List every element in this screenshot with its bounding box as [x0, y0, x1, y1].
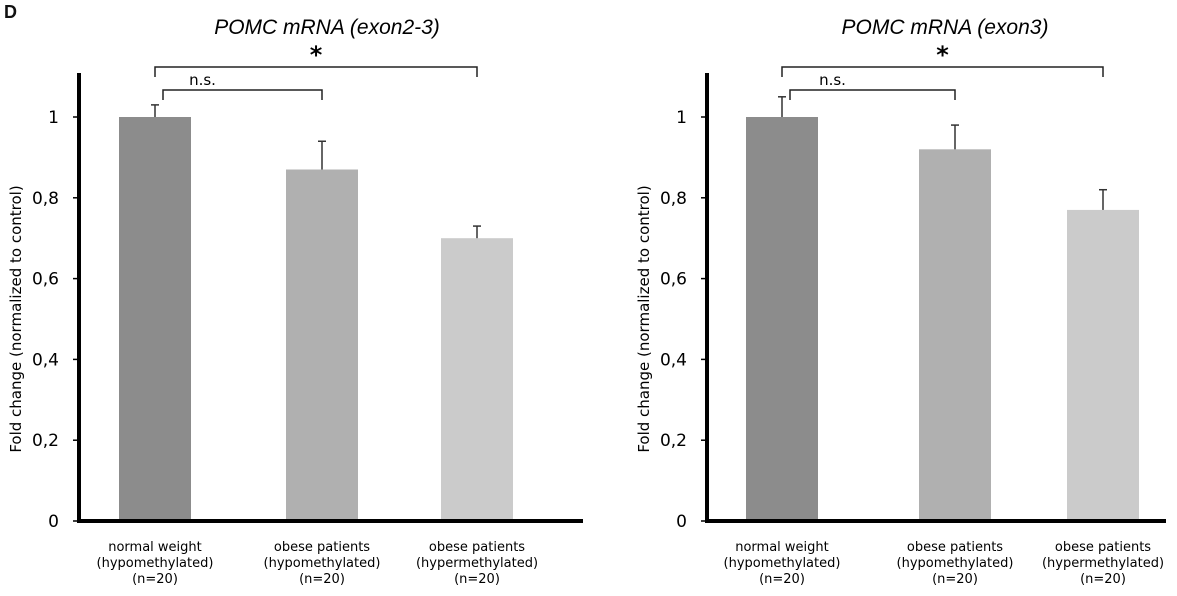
y-tick-label: 0,4 — [32, 350, 59, 370]
x-category-label: obese patients — [274, 540, 370, 555]
significance-label: n.s. — [819, 71, 846, 89]
bar — [119, 117, 191, 521]
y-tick-label: 0,6 — [660, 270, 687, 290]
x-category-label: (n=20) — [454, 572, 500, 587]
x-category-label: normal weight — [108, 540, 202, 555]
y-tick-label: 1 — [676, 108, 687, 128]
y-tick-label: 0 — [676, 512, 687, 532]
x-category-label: obese patients — [907, 540, 1003, 555]
significance-bracket — [781, 66, 1104, 77]
x-category-label: (hypomethylated) — [264, 556, 381, 571]
significance-label: * — [310, 41, 323, 69]
y-tick-label: 0,2 — [660, 431, 687, 451]
x-category-label: (hypomethylated) — [97, 556, 214, 571]
bar — [441, 238, 513, 521]
y-tick-label: 0,8 — [32, 189, 59, 209]
y-tick-label: 0,6 — [32, 270, 59, 290]
chart-title: POMC mRNA (exon2-3) — [214, 16, 440, 39]
x-category-label: normal weight — [735, 540, 829, 555]
y-tick-label: 0,4 — [660, 350, 687, 370]
bar — [1067, 209, 1139, 522]
x-category-label: (n=20) — [932, 572, 978, 587]
bar — [286, 169, 358, 521]
y-tick-label: 0,8 — [660, 189, 687, 209]
significance-bracket — [162, 89, 323, 100]
panel-label: D — [4, 2, 17, 22]
y-axis-label: Fold change (normalized to control) — [635, 185, 653, 452]
y-axis-label: Fold change (normalized to control) — [7, 185, 25, 452]
x-category-label: (hypermethylated) — [1042, 556, 1164, 571]
x-category-label: (n=20) — [299, 572, 345, 587]
significance-bracket — [154, 66, 478, 77]
y-tick-label: 0,2 — [32, 431, 59, 451]
significance-label: n.s. — [189, 71, 216, 89]
x-category-label: (hypomethylated) — [897, 556, 1014, 571]
chart-title: POMC mRNA (exon3) — [842, 16, 1049, 39]
x-category-label: obese patients — [429, 540, 525, 555]
x-category-label: (hypomethylated) — [724, 556, 841, 571]
x-category-label: (hypermethylated) — [416, 556, 538, 571]
x-category-label: (n=20) — [1080, 572, 1126, 587]
y-tick-label: 0 — [48, 512, 59, 532]
significance-label: * — [936, 41, 949, 69]
x-category-label: (n=20) — [132, 572, 178, 587]
bar — [919, 149, 991, 521]
bar — [746, 117, 818, 521]
x-category-label: obese patients — [1055, 540, 1151, 555]
significance-bracket — [789, 89, 956, 100]
y-tick-label: 1 — [48, 108, 59, 128]
x-category-label: (n=20) — [759, 572, 805, 587]
